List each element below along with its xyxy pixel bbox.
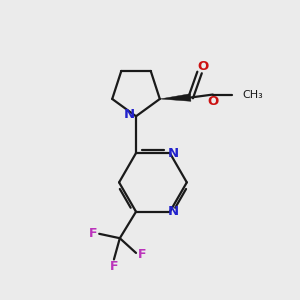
Text: F: F	[110, 260, 118, 273]
Text: O: O	[207, 95, 218, 108]
Text: CH₃: CH₃	[242, 89, 263, 100]
Text: N: N	[168, 147, 179, 160]
Text: N: N	[168, 205, 179, 218]
Polygon shape	[160, 94, 191, 101]
Text: F: F	[138, 248, 147, 261]
Text: N: N	[124, 108, 135, 121]
Text: F: F	[88, 227, 97, 240]
Text: O: O	[198, 60, 209, 73]
